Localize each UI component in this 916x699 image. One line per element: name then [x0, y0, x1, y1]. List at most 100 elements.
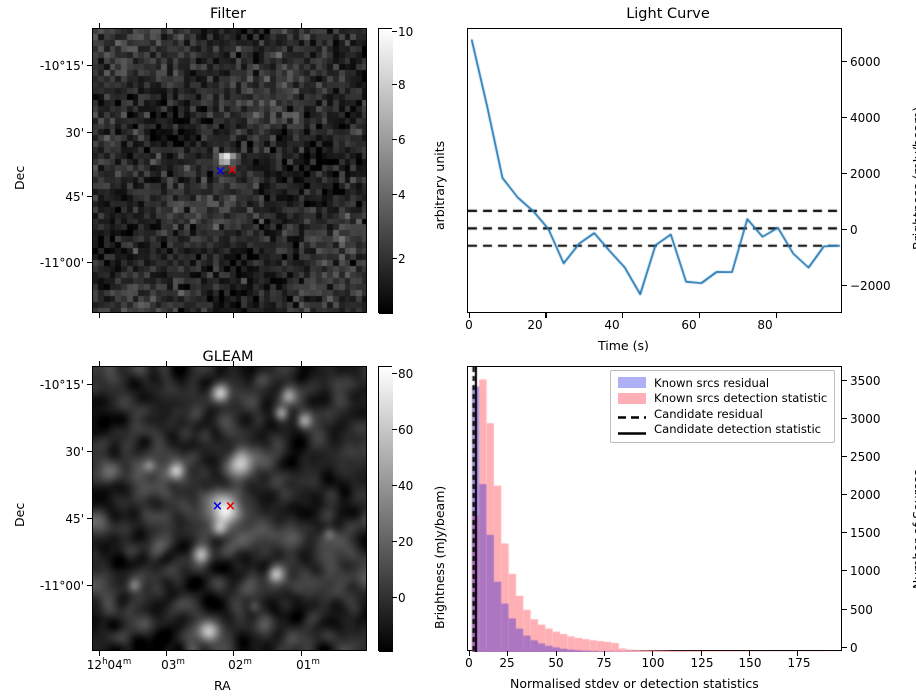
hist-xtick-0: 0 — [465, 656, 473, 670]
gleam-cbar-tickmark-0 — [392, 597, 397, 599]
hist-ytickmark-3000 — [842, 418, 847, 420]
blue-x-marker: × — [215, 164, 226, 179]
hist-ytick-3500: 3500 — [850, 374, 881, 388]
lc-ytick-6000: 6000 — [850, 55, 881, 69]
hist-ytickmark-3500 — [842, 380, 847, 382]
lc-xtick-0: 0 — [465, 318, 473, 332]
lc-xtickmark-2 — [622, 313, 624, 318]
lc-ytickmark-neg2000 — [842, 285, 847, 287]
hist-xtick-25: 25 — [499, 656, 515, 670]
legend-row-2: Candidate residual — [618, 406, 827, 422]
legend-row-1: Known srcs detection statistic — [618, 391, 827, 407]
hist-ytickmark-500 — [842, 609, 847, 611]
filter-dec-tick-2: 45' — [65, 190, 84, 204]
gleam-ra-tickmark-0 — [99, 651, 101, 656]
filter-dec-tickmark-0 — [87, 65, 92, 67]
filter-image — [92, 28, 367, 313]
histogram-legend: Known srcs residual Known srcs detection… — [610, 370, 835, 443]
gleam-colorbar — [378, 366, 393, 652]
filter-ra-tickmark-1 — [166, 313, 168, 318]
gleam-ra-tick-2: 02m — [228, 657, 252, 672]
gleam-ra-tickmark-top-2 — [233, 361, 235, 366]
filter-dec-tick-3: -11°00' — [39, 256, 84, 270]
filter-colorbar — [378, 28, 393, 314]
filter-cbar-tickmark-2 — [392, 139, 397, 141]
lc-ytick-0: 0 — [850, 223, 858, 237]
hist-ytick-2000: 2000 — [850, 488, 881, 502]
hist-ytickmark-2500 — [842, 456, 847, 458]
filter-ylabel: Dec — [12, 165, 27, 190]
lc-ytickmark-4000 — [842, 117, 847, 119]
panel-filter: Filter × × -10°15' 30' 45' -11°00' Dec 2… — [0, 0, 458, 350]
filter-cbar-tickmark-4 — [392, 31, 397, 33]
filter-ra-tickmark-3 — [301, 313, 303, 318]
lc-xtick-1: 20 — [527, 318, 543, 332]
hist-ytickmark-1000 — [842, 570, 847, 572]
solid-line-icon — [618, 432, 646, 435]
hist-xtick-50: 50 — [548, 656, 564, 670]
gleam-cbar-tickmark-4 — [392, 373, 397, 375]
gleam-ra-tick-1: 03m — [161, 657, 185, 672]
histogram-ylabel: Number of Sources — [910, 469, 916, 589]
gleam-cbar-tick-3: 60 — [398, 423, 414, 437]
hist-xtick-150: 150 — [738, 656, 762, 670]
hist-ytick-1500: 1500 — [850, 526, 881, 540]
filter-colorbar-label: arbitrary units — [432, 140, 447, 230]
gleam-cbar-tick-4: 80 — [398, 367, 414, 381]
lc-xtick-3: 60 — [681, 318, 697, 332]
hist-xtick-125: 125 — [690, 656, 714, 670]
gleam-ylabel: Dec — [12, 502, 27, 527]
gleam-ra-tickmark-top-0 — [99, 361, 101, 366]
filter-cbar-tick-3: 8 — [398, 78, 406, 92]
filter-ra-tickmark-top-0 — [99, 23, 101, 28]
gleam-dec-tick-3: -11°00' — [39, 579, 84, 593]
filter-cbar-tick-1: 4 — [398, 188, 406, 202]
gleam-colorbar-label: Brightness (mJy/beam) — [432, 485, 447, 629]
gleam-dec-tickmark-0 — [87, 384, 92, 386]
filter-ra-tickmark-top-2 — [233, 23, 235, 28]
gleam-panel-title: GLEAM — [202, 349, 254, 365]
red-x-marker: × — [225, 499, 236, 514]
light-curve-plot-frame — [467, 28, 843, 314]
filter-ra-tickmark-2 — [233, 313, 235, 318]
legend-row-3: Candidate detection statistic — [618, 422, 827, 438]
hist-xtickmark-125 — [700, 651, 702, 656]
panel-light-curve: Light Curve 0 20 40 60 80 Time (s) 6000 … — [458, 0, 916, 353]
lc-xtickmark-1 — [545, 313, 547, 318]
histogram-xlabel: Normalised stdev or detection statistics — [510, 676, 759, 691]
gleam-cbar-tickmark-2 — [392, 485, 397, 487]
gleam-ra-tick-3: 01m — [296, 657, 320, 672]
legend-label-2: Candidate residual — [654, 406, 763, 421]
hist-ytickmark-2000 — [842, 494, 847, 496]
hist-ytick-2500: 2500 — [850, 450, 881, 464]
legend-label-3: Candidate detection statistic — [654, 422, 822, 437]
gleam-ra-tickmark-1 — [166, 651, 168, 656]
filter-cbar-tick-4: 10 — [398, 25, 414, 39]
candidate-detection-statistic-line-key — [618, 424, 646, 435]
filter-ra-tickmark-0 — [99, 313, 101, 318]
gleam-cbar-tick-2: 40 — [398, 479, 414, 493]
light-curve-title: Light Curve — [626, 6, 710, 22]
hist-xtickmark-25 — [507, 651, 509, 656]
known-srcs-residual-swatch — [618, 377, 646, 389]
lc-ytick-2000: 2000 — [850, 167, 881, 181]
lc-xtickmark-4 — [775, 313, 777, 318]
gleam-image — [92, 366, 367, 651]
filter-cbar-tickmark-0 — [392, 258, 397, 260]
lc-xtick-4: 80 — [757, 318, 773, 332]
hist-xtickmark-100 — [652, 651, 654, 656]
blue-x-marker: × — [212, 499, 223, 514]
filter-dec-tickmark-3 — [87, 262, 92, 264]
hist-xtickmark-50 — [555, 651, 557, 656]
hist-xtick-100: 100 — [641, 656, 665, 670]
candidate-residual-line-key — [618, 408, 646, 419]
gleam-ra-tickmark-top-1 — [166, 361, 168, 366]
filter-dec-tick-1: 30' — [65, 126, 84, 140]
filter-dec-tickmark-1 — [87, 132, 92, 134]
hist-xtickmark-0 — [468, 651, 471, 656]
gleam-ra-tickmark-3 — [301, 651, 303, 656]
dashed-line-icon — [618, 416, 646, 419]
lc-ytick-neg2000: −2000 — [850, 279, 891, 293]
hist-ytickmark-1500 — [842, 532, 847, 534]
lc-ytickmark-0 — [842, 229, 847, 231]
